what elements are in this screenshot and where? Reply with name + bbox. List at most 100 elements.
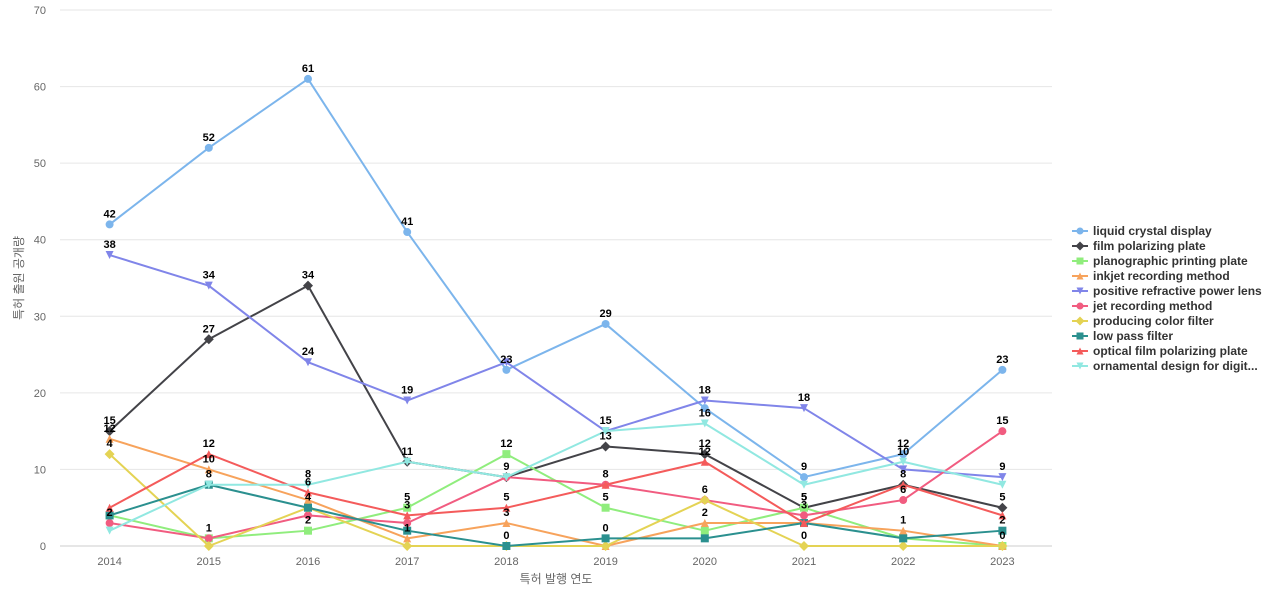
data-point xyxy=(700,526,709,535)
data-label: 34 xyxy=(203,270,216,282)
data-point xyxy=(304,496,312,505)
data-point xyxy=(700,457,709,466)
data-label: 6 xyxy=(900,484,906,496)
data-label: 9 xyxy=(999,461,1005,473)
data-point xyxy=(203,541,214,551)
legend-label: producing color filter xyxy=(1093,314,1214,328)
x-tick-label: 2018 xyxy=(494,556,518,568)
data-point xyxy=(700,404,709,413)
data-label: 15 xyxy=(996,415,1008,427)
series-line xyxy=(109,453,1003,525)
y-tick-label: 0 xyxy=(40,541,46,553)
data-point xyxy=(600,441,611,452)
data-label: 5 xyxy=(503,492,509,504)
data-point xyxy=(105,220,114,229)
data-point xyxy=(105,251,114,260)
data-point xyxy=(899,457,908,466)
legend-item[interactable]: film polarizing plate xyxy=(1072,239,1206,253)
data-label: 23 xyxy=(500,354,512,366)
data-point xyxy=(104,449,115,460)
data-point xyxy=(502,519,511,528)
data-point xyxy=(502,358,511,367)
legend-marker xyxy=(1076,227,1084,235)
legend-item[interactable]: jet recording method xyxy=(1072,299,1212,313)
x-tick-label: 2019 xyxy=(593,556,617,568)
series-line xyxy=(108,77,1004,479)
data-label: 16 xyxy=(699,407,711,419)
legend-item[interactable]: planographic printing plate xyxy=(1072,254,1248,268)
legend-label: positive refractive power lens xyxy=(1093,284,1262,298)
legend-marker xyxy=(1076,302,1084,310)
data-label: 52 xyxy=(203,132,215,144)
y-tick-label: 50 xyxy=(34,158,46,170)
data-label: 6 xyxy=(305,476,311,488)
data-point xyxy=(998,480,1007,489)
data-label: 12 xyxy=(103,423,115,435)
data-point xyxy=(402,541,413,551)
legend-item[interactable]: ornamental design for digit... xyxy=(1072,359,1258,373)
legend-item[interactable]: inkjet recording method xyxy=(1072,269,1230,283)
data-label: 4 xyxy=(107,438,114,450)
data-label: 11 xyxy=(401,446,413,458)
data-point xyxy=(899,496,908,505)
data-point xyxy=(601,503,610,512)
data-point xyxy=(998,526,1007,535)
legend-item[interactable]: optical film polarizing plate xyxy=(1072,344,1248,358)
legend-label: jet recording method xyxy=(1092,299,1212,313)
data-label: 2 xyxy=(702,507,708,519)
data-point xyxy=(998,511,1007,520)
data-point xyxy=(998,427,1007,436)
data-label: 5 xyxy=(801,492,807,504)
legend-item[interactable]: producing color filter xyxy=(1072,314,1214,328)
data-point xyxy=(899,465,908,474)
data-point xyxy=(800,473,808,482)
data-label: 0 xyxy=(503,530,509,542)
legend-marker xyxy=(1076,272,1084,280)
x-tick-label: 2015 xyxy=(197,556,221,568)
data-label: 24 xyxy=(302,346,315,358)
legend-marker xyxy=(1076,257,1084,265)
data-point xyxy=(700,534,709,543)
data-point xyxy=(502,542,511,550)
data-label: 5 xyxy=(801,492,807,504)
data-label: 3 xyxy=(801,499,807,511)
legend-item[interactable]: low pass filter xyxy=(1072,329,1173,343)
data-label: 8 xyxy=(206,469,212,481)
data-point xyxy=(700,396,709,405)
series-line xyxy=(108,284,1003,509)
data-label: 3 xyxy=(503,507,509,519)
data-point xyxy=(304,511,312,520)
data-label: 1 xyxy=(900,515,906,527)
data-point xyxy=(899,480,908,489)
legend-marker xyxy=(1076,287,1084,295)
data-point xyxy=(997,541,1008,551)
legend-label: planographic printing plate xyxy=(1093,254,1248,268)
data-label: 0 xyxy=(999,530,1005,542)
data-point xyxy=(899,534,908,543)
data-label: 6 xyxy=(702,484,708,496)
x-tick-label: 2014 xyxy=(97,556,121,568)
legend-item[interactable]: liquid crystal display xyxy=(1072,224,1212,238)
data-point xyxy=(403,534,412,543)
data-label: 42 xyxy=(103,208,115,220)
legend-item[interactable]: positive refractive power lens xyxy=(1072,284,1262,298)
data-point xyxy=(403,503,412,512)
data-label: 12 xyxy=(897,438,909,450)
data-point xyxy=(502,365,511,374)
data-point xyxy=(304,503,312,512)
data-point xyxy=(204,465,213,474)
x-tick-label: 2023 xyxy=(990,556,1014,568)
data-point xyxy=(304,526,312,535)
data-point xyxy=(203,334,214,345)
data-point xyxy=(105,511,114,520)
legend-label: inkjet recording method xyxy=(1093,269,1230,283)
data-point xyxy=(997,502,1008,513)
data-point xyxy=(303,280,313,291)
data-point xyxy=(105,519,114,528)
series-0 xyxy=(105,74,1007,482)
data-point xyxy=(800,503,808,512)
data-label: 5 xyxy=(603,492,609,504)
data-label: 61 xyxy=(302,63,314,75)
